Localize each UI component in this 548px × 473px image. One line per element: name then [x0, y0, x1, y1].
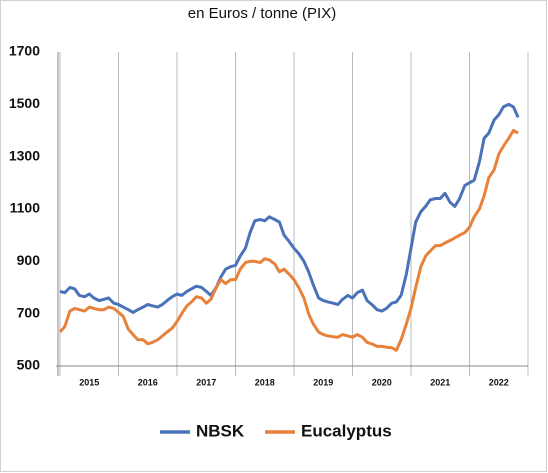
- y-tick-label: 1300: [9, 147, 40, 163]
- x-tick-label: 2017: [196, 377, 216, 387]
- x-tick-label: 2018: [255, 377, 275, 387]
- x-tick-label: 2015: [79, 377, 99, 387]
- y-tick-label: 1100: [10, 200, 41, 216]
- y-tick-label: 1700: [9, 43, 40, 59]
- x-tick-label: 2019: [313, 377, 333, 387]
- y-tick-label: 900: [17, 252, 41, 268]
- chart-title: en Euros / tonne (PIX): [188, 5, 336, 22]
- legend-label: NBSK: [196, 421, 245, 440]
- y-tick-label: 700: [17, 304, 41, 320]
- y-tick-label: 1500: [9, 95, 40, 111]
- series-line: [59, 102, 520, 314]
- legend-label: Eucalyptus: [301, 421, 392, 440]
- x-tick-label: 2022: [489, 377, 509, 387]
- x-tick-label: 2020: [372, 377, 392, 387]
- x-tick-label: 2021: [430, 377, 450, 387]
- series-line: [58, 129, 519, 352]
- y-tick-label: 500: [17, 357, 41, 373]
- x-tick-label: 2016: [138, 377, 158, 387]
